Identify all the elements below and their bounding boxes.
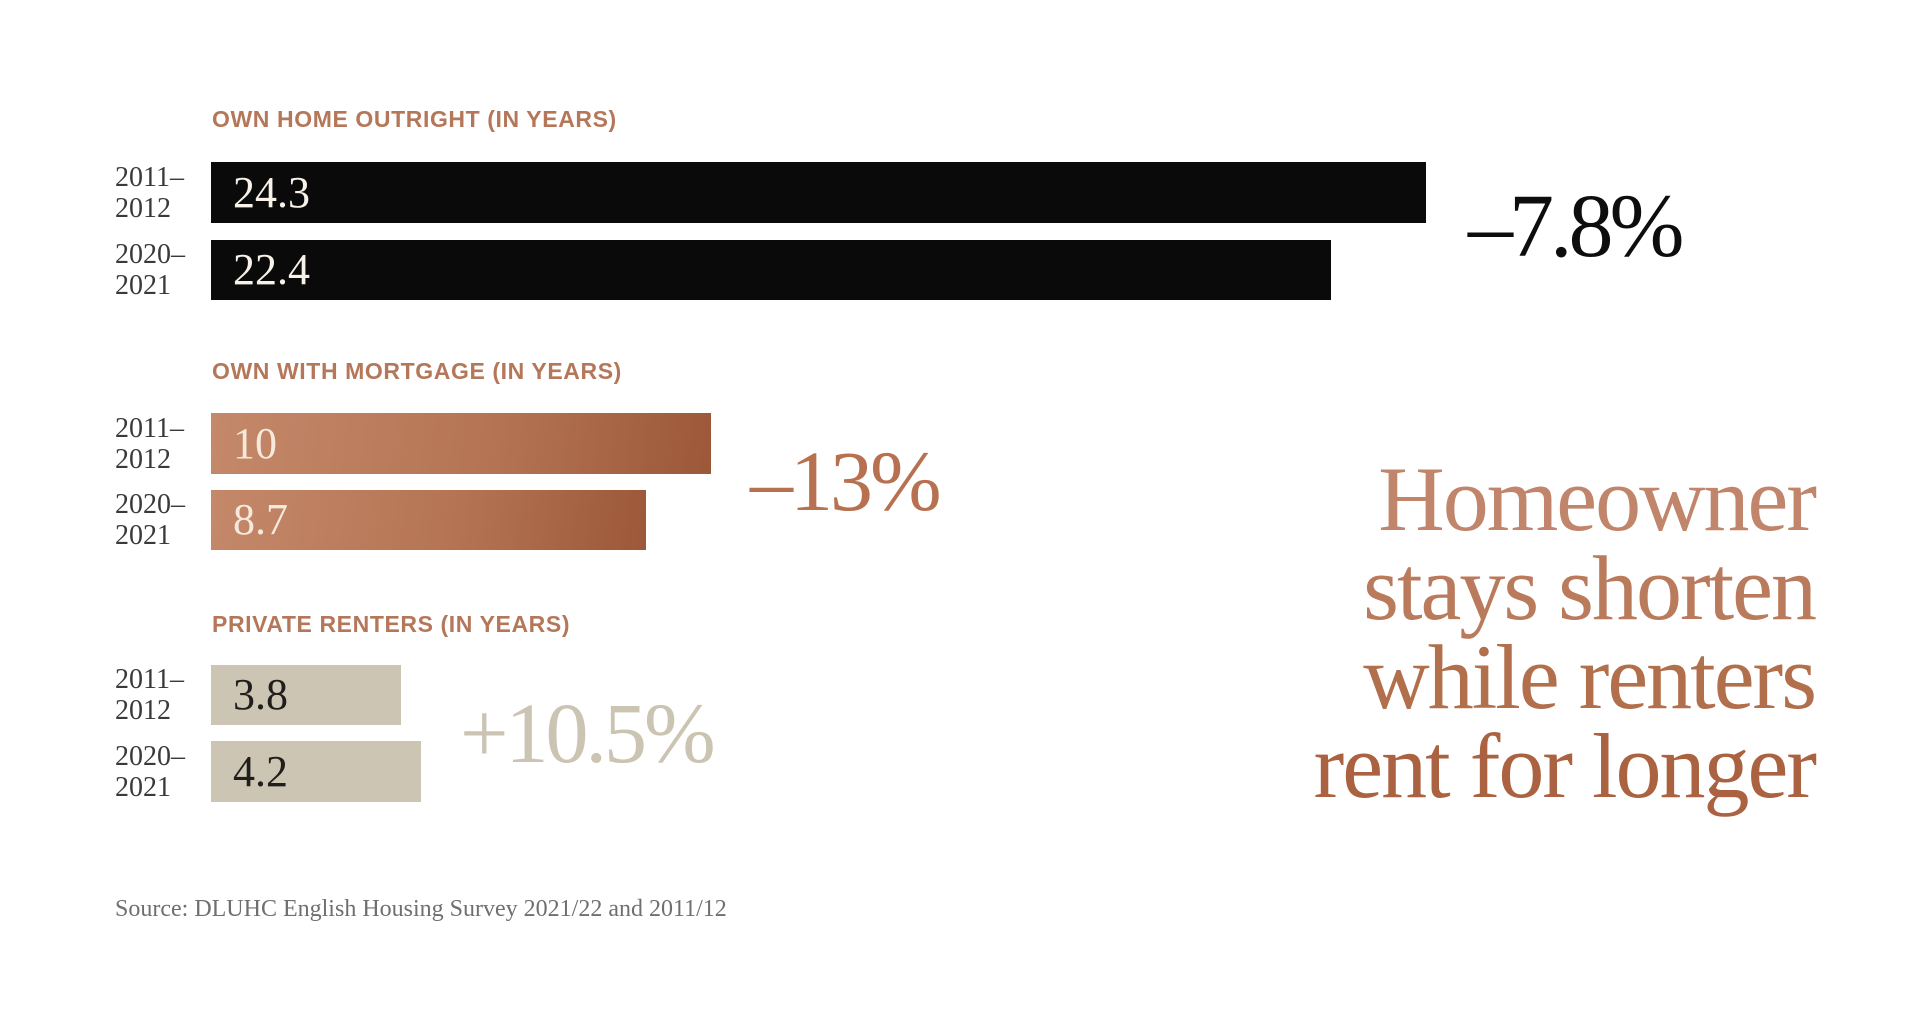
bar-own-mortgage-2011: 10	[211, 413, 711, 474]
section-title-private-renters: PRIVATE RENTERS (IN YEARS)	[212, 611, 571, 637]
headline-line: while renters	[1363, 626, 1817, 728]
period-label: 2011– 2012	[115, 162, 211, 224]
bar-row: 2011– 2012 24.3	[115, 162, 1426, 224]
period-line: 2020–	[115, 740, 185, 772]
period-line: 2012	[115, 695, 171, 726]
period-line: 2021	[115, 270, 171, 301]
bar-value: 24.3	[233, 167, 310, 217]
bar-value: 10	[233, 418, 277, 468]
period-line: 2021	[115, 771, 171, 803]
period-label: 2011– 2012	[115, 413, 211, 475]
period-label: 2011– 2012	[115, 664, 211, 726]
period-label: 2020– 2021	[115, 489, 211, 551]
headline-line: stays shorten	[1363, 537, 1817, 639]
bar-row: 2020– 2021 22.4	[115, 239, 1331, 301]
bar-private-renters-2011: 3.8	[211, 665, 401, 725]
bar-value: 3.8	[233, 670, 288, 719]
bar-row: 2020– 2021 4.2	[115, 741, 421, 803]
period-line: 2012	[115, 443, 171, 475]
change-label-own-mortgage: –13%	[750, 433, 942, 529]
bar-value: 22.4	[233, 245, 310, 294]
change-label-private-renters: +10.5%	[460, 685, 716, 781]
section-title-own-outright: OWN HOME OUTRIGHT (IN YEARS)	[212, 106, 617, 132]
bar-value: 4.2	[233, 746, 288, 796]
bar-own-outright-2020: 22.4	[211, 240, 1331, 300]
period-line: 2011–	[115, 412, 184, 444]
bar-own-outright-2011: 24.3	[211, 162, 1426, 223]
period-label: 2020– 2021	[115, 741, 211, 803]
bar-row: 2020– 2021 8.7	[115, 489, 646, 551]
headline: Homeowner stays shorten while renters re…	[1103, 448, 1817, 817]
period-line: 2011–	[115, 664, 184, 695]
section-title-own-mortgage: OWN WITH MORTGAGE (IN YEARS)	[212, 358, 622, 384]
period-label: 2020– 2021	[115, 239, 211, 301]
period-line: 2020–	[115, 489, 185, 520]
source-note: Source: DLUHC English Housing Survey 202…	[115, 896, 727, 922]
bar-own-mortgage-2020: 8.7	[211, 490, 646, 550]
headline-line: rent for longer	[1313, 715, 1817, 817]
bar-row: 2011– 2012 10	[115, 413, 711, 475]
period-line: 2012	[115, 192, 171, 224]
change-label-own-outright: –7.8%	[1468, 177, 1684, 276]
period-line: 2011–	[115, 161, 184, 193]
headline-line: Homeowner	[1378, 448, 1817, 550]
period-line: 2020–	[115, 239, 185, 270]
period-line: 2021	[115, 520, 171, 551]
bar-row: 2011– 2012 3.8	[115, 664, 401, 726]
bar-value: 8.7	[233, 495, 288, 544]
bar-private-renters-2020: 4.2	[211, 741, 421, 802]
